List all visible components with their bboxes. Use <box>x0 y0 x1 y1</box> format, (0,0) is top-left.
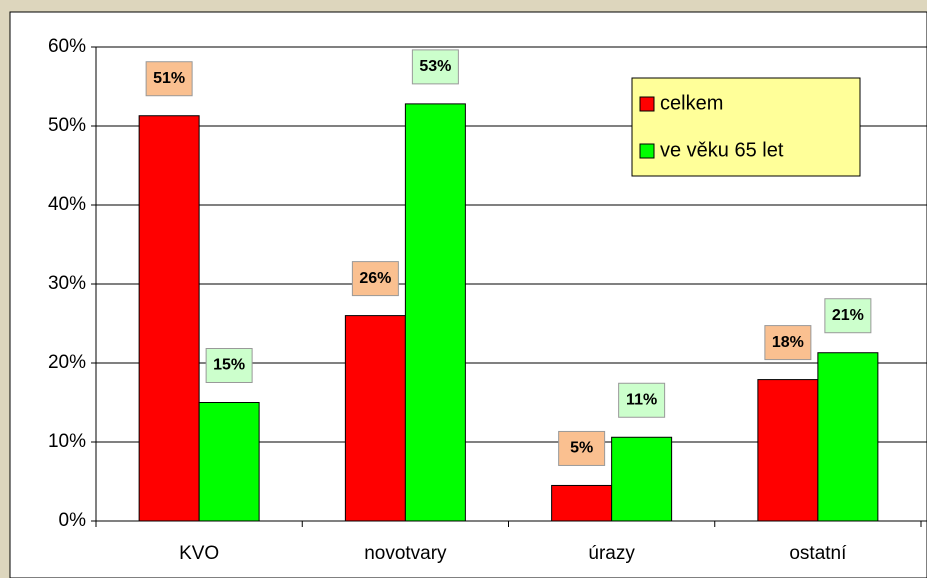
data-label-box <box>411 49 459 85</box>
y-tick-label: 40% <box>48 194 86 215</box>
x-tick-label: KVO <box>179 543 219 564</box>
legend-label: celkem <box>660 92 723 114</box>
legend-label: ve věku 65 let <box>660 139 784 161</box>
data-label: 51% <box>153 70 185 87</box>
bar <box>138 115 200 522</box>
data-label-box <box>618 382 666 418</box>
legend-box <box>631 77 861 177</box>
bar <box>344 315 406 522</box>
bar <box>551 484 613 522</box>
data-label: 53% <box>419 58 451 75</box>
y-tick-label: 10% <box>48 431 86 452</box>
data-label: 26% <box>359 270 391 287</box>
x-tick-label: novotvary <box>364 543 447 564</box>
data-label: 21% <box>832 307 864 324</box>
y-tick-label: 20% <box>48 352 86 373</box>
data-label: 18% <box>772 334 804 351</box>
y-tick-label: 50% <box>48 115 86 136</box>
y-tick-label: 60% <box>48 36 86 57</box>
bar <box>198 402 260 522</box>
data-label: 11% <box>626 391 657 408</box>
x-tick-label: úrazy <box>588 543 635 564</box>
data-label-box <box>351 261 399 297</box>
bar <box>404 103 466 522</box>
bar <box>757 379 819 522</box>
data-label-box <box>558 430 606 466</box>
data-label-box <box>205 348 253 383</box>
y-tick-label: 0% <box>59 510 87 531</box>
x-tick-label: ostatní <box>789 543 847 564</box>
data-label-box <box>145 61 193 97</box>
bar <box>817 352 879 522</box>
data-label: 5% <box>570 440 593 457</box>
y-tick-label: 30% <box>48 273 86 294</box>
legend-swatch <box>639 96 655 112</box>
bar <box>611 436 673 522</box>
data-label-box <box>824 298 872 334</box>
data-label-box <box>764 325 812 361</box>
data-label: 15% <box>213 357 245 374</box>
legend-swatch <box>639 143 655 159</box>
